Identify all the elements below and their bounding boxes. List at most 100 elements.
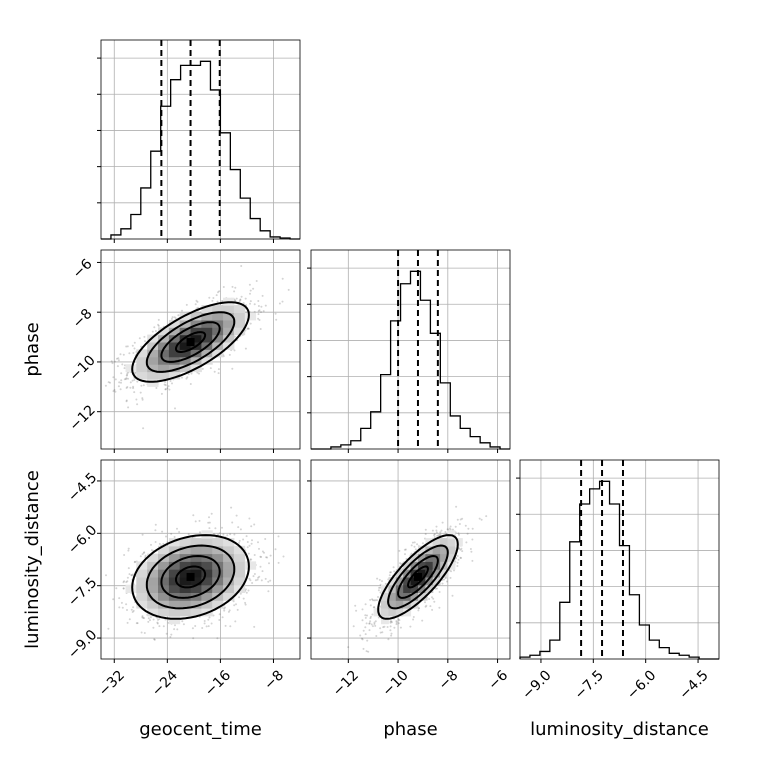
sample-point [252, 575, 255, 578]
sample-point [169, 636, 172, 638]
sample-point [190, 372, 193, 375]
sample-point [249, 300, 252, 303]
sample-point [208, 521, 211, 524]
sample-point [152, 626, 155, 629]
sample-point [461, 517, 464, 520]
y-tick-label-phase: −12 [67, 402, 99, 434]
density-bin [233, 319, 246, 328]
sample-point [485, 515, 488, 518]
sample-point [260, 305, 263, 308]
contour-level-2 [160, 321, 221, 363]
sample-point [149, 619, 151, 622]
sample-point [131, 379, 134, 382]
sample-point [264, 304, 267, 307]
pair-panel-geocent_time-luminosity_distance [97, 459, 301, 663]
sample-point [125, 581, 128, 584]
sample-point [245, 535, 248, 538]
sample-point [371, 599, 374, 602]
sample-point [269, 579, 272, 582]
sample-point [437, 534, 440, 537]
density-bin [388, 600, 397, 609]
sample-point [213, 370, 216, 373]
sample-point [248, 577, 251, 580]
sample-point [125, 374, 128, 377]
sample-point [227, 610, 230, 613]
sample-point [222, 533, 225, 536]
sample-point [126, 386, 129, 388]
sample-point [389, 620, 392, 623]
y-tick-label-luminosity_distance: −7.5 [65, 575, 100, 610]
sample-point [196, 300, 199, 303]
y-tick-label-phase: −6 [70, 256, 96, 282]
density-bin [201, 584, 213, 593]
sample-point [142, 427, 145, 430]
sample-point [212, 297, 215, 299]
sample-point [471, 527, 474, 530]
density-bin [190, 600, 202, 609]
density-bin [233, 561, 246, 570]
sample-point [239, 298, 242, 301]
sample-point [171, 382, 173, 385]
sample-point [121, 606, 124, 609]
density-bin [233, 305, 246, 313]
density-bin [432, 577, 441, 586]
pair-panel-phase-luminosity_distance [307, 459, 511, 663]
sample-point [107, 627, 110, 630]
sample-point [218, 619, 221, 621]
sample-point [197, 306, 199, 309]
density-bin [388, 577, 397, 586]
sample-point [218, 290, 221, 293]
sample-point [426, 596, 429, 599]
sample-point [251, 582, 254, 584]
sample-point [374, 620, 377, 623]
density-bin [201, 349, 213, 358]
sample-point [424, 605, 427, 608]
density-bin [454, 538, 463, 547]
sample-point [267, 580, 270, 583]
sample-point [464, 524, 467, 527]
sample-point [249, 579, 252, 582]
sample-point [133, 391, 136, 394]
density-bin [136, 600, 148, 609]
density-bin [201, 319, 213, 328]
sample-point [117, 359, 120, 362]
contour-level-2 [160, 554, 221, 599]
sample-point [107, 381, 110, 384]
density-bin [168, 615, 181, 625]
sample-point [264, 538, 267, 540]
sample-point [156, 622, 159, 625]
sample-point [369, 598, 372, 601]
x-tick-label-phase: −12 [330, 667, 362, 699]
sample-point [457, 547, 460, 550]
density-bin [447, 553, 456, 562]
sample-point [223, 609, 226, 612]
sample-point [141, 533, 144, 536]
sample-point [392, 566, 395, 569]
sample-point [119, 353, 122, 356]
sample-point [113, 360, 116, 363]
sample-point [113, 389, 116, 391]
sample-point [125, 400, 128, 403]
density-bin [223, 319, 235, 328]
sample-point [125, 377, 128, 380]
sample-point [439, 531, 442, 534]
sample-point [162, 625, 165, 628]
contour-level-1 [175, 565, 207, 589]
sample-point [132, 606, 135, 609]
density-bin [136, 561, 148, 570]
sample-point [235, 603, 237, 606]
sample-point [111, 362, 114, 365]
sample-point [439, 533, 442, 536]
panel-content [341, 505, 488, 659]
sample-point [131, 573, 134, 576]
density-bin [440, 569, 448, 578]
sample-point [274, 312, 277, 315]
sample-point [155, 387, 158, 389]
sample-point [144, 554, 147, 557]
panel-frame [310, 249, 511, 450]
sample-point [259, 555, 262, 558]
sample-point [416, 543, 419, 546]
sample-point [368, 629, 371, 632]
sample-point [249, 289, 252, 292]
sample-point [374, 624, 377, 627]
